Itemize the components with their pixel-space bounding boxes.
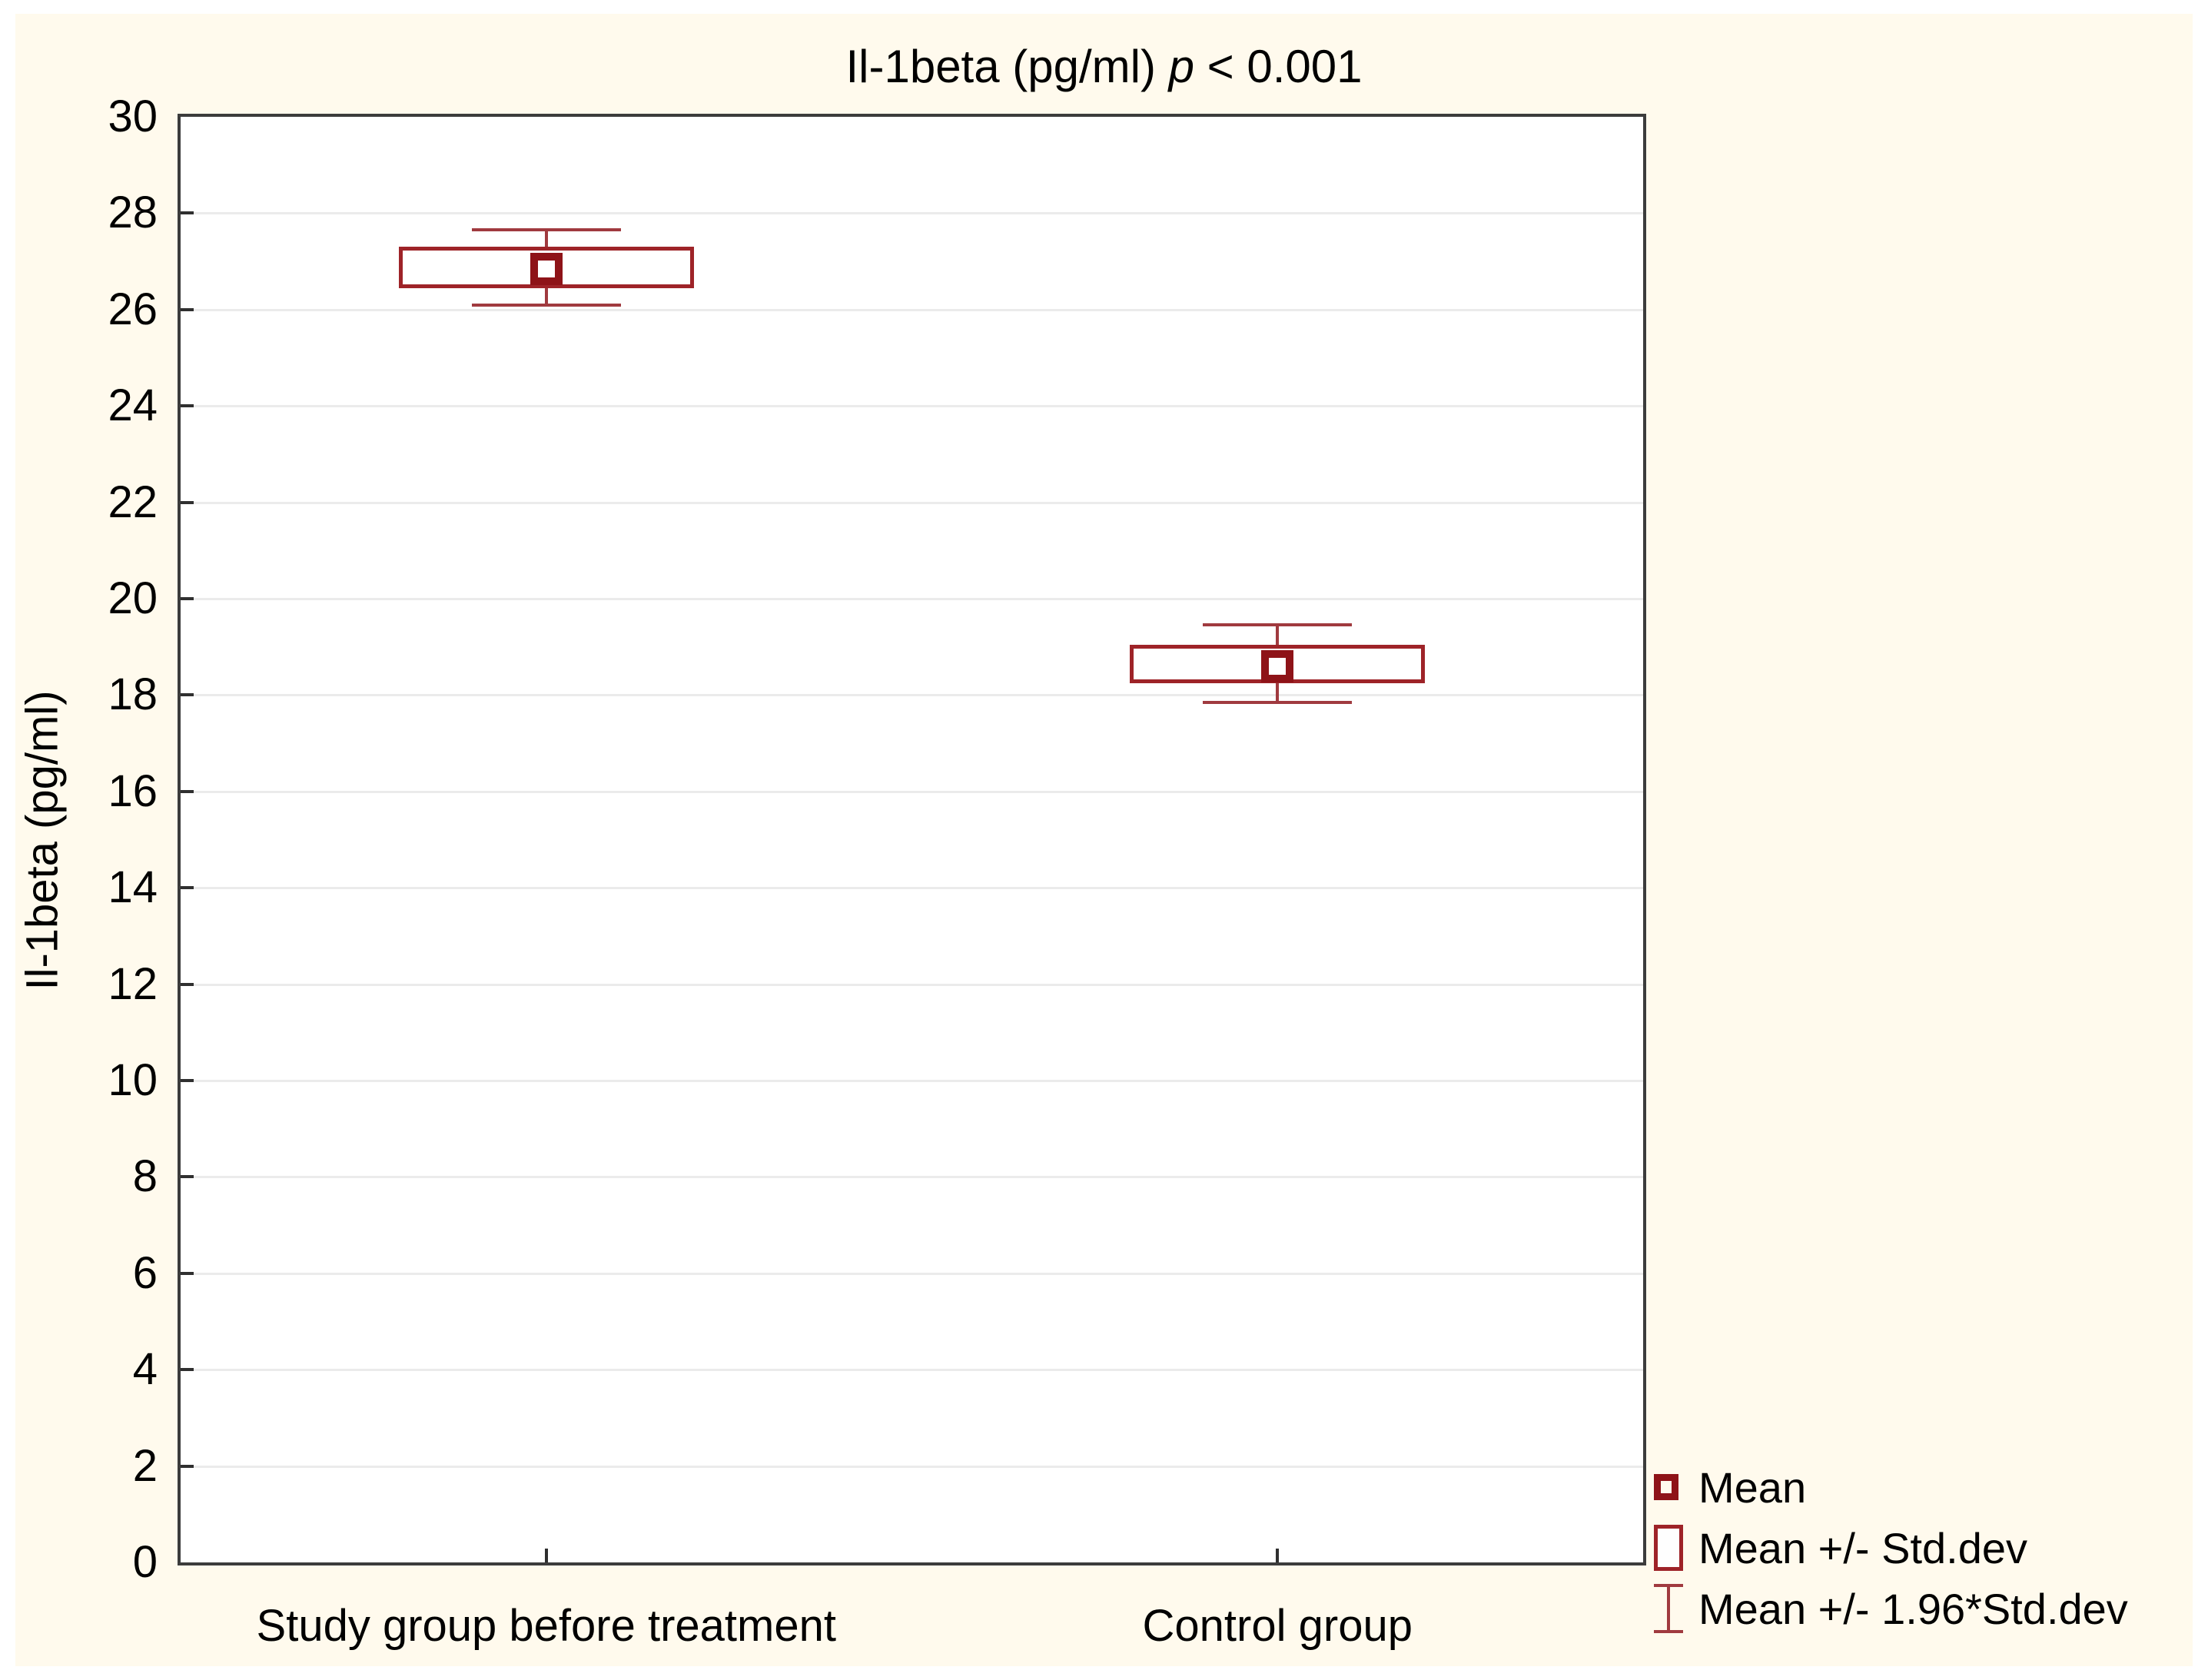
whisker-cap-lower: [471, 303, 621, 307]
y-tick: [181, 404, 194, 408]
y-tick: [181, 1175, 194, 1179]
whisker-line-upper: [544, 230, 548, 247]
chart-title: Il-1beta (pg/ml) p < 0.001: [15, 40, 2193, 93]
y-tick-label: 14: [108, 862, 158, 913]
gridline: [181, 1369, 1643, 1372]
x-category-label: Control group: [1142, 1601, 1413, 1651]
mean-marker: [530, 252, 563, 285]
gridline: [181, 790, 1643, 793]
y-tick-label: 2: [132, 1440, 158, 1491]
mean-marker: [1261, 649, 1294, 682]
std-dev-box-icon: [1654, 1525, 1683, 1571]
y-tick-label: 26: [108, 284, 158, 334]
y-tick-label: 24: [108, 380, 158, 431]
legend: Mean Mean +/- Std.dev Mean +/- 1.96*Std.…: [1654, 1462, 2128, 1634]
gridline: [181, 308, 1643, 311]
gridline: [181, 212, 1643, 215]
y-tick: [181, 307, 194, 311]
y-tick-label: 30: [108, 91, 158, 141]
y-tick: [181, 1464, 194, 1468]
gridline: [181, 1176, 1643, 1179]
y-tick: [181, 1079, 194, 1082]
whisker-cap-upper: [471, 228, 621, 232]
whisker-icon: [1654, 1584, 1683, 1633]
y-tick: [181, 500, 194, 504]
whisker-line-lower: [1276, 682, 1280, 702]
y-tick: [181, 211, 194, 215]
y-tick-label: 18: [108, 669, 158, 720]
y-tick: [181, 886, 194, 890]
chart-title-suffix: < 0.001: [1194, 41, 1363, 92]
whisker-cap-lower: [1203, 700, 1353, 704]
y-tick: [181, 597, 194, 600]
x-tick: [1276, 1549, 1280, 1562]
y-tick-label: 8: [132, 1151, 158, 1202]
y-tick-label: 22: [108, 476, 158, 527]
gridline: [181, 1080, 1643, 1082]
y-tick: [181, 1271, 194, 1275]
x-category-label: Study group before treatment: [256, 1601, 836, 1651]
y-tick-label: 12: [108, 958, 158, 1009]
whisker-line-lower: [544, 287, 548, 305]
legend-row-stddev: Mean +/- Std.dev: [1654, 1522, 2128, 1573]
std-dev-box: [398, 247, 694, 288]
legend-label-stddev: Mean +/- Std.dev: [1698, 1523, 2028, 1572]
y-tick-label: 20: [108, 573, 158, 623]
plot-area: [178, 114, 1646, 1565]
y-tick-label: 28: [108, 188, 158, 238]
y-tick-label: 4: [132, 1344, 158, 1395]
mean-square-icon: [1654, 1474, 1678, 1500]
y-tick: [181, 1368, 194, 1372]
y-tick: [181, 789, 194, 793]
legend-label-mean: Mean: [1698, 1463, 1807, 1512]
y-tick: [181, 982, 194, 986]
whisker-cap-upper: [1203, 623, 1353, 627]
gridline: [181, 887, 1643, 890]
y-tick-label: 6: [132, 1247, 158, 1298]
gridline: [181, 1272, 1643, 1275]
legend-row-196stddev: Mean +/- 1.96*Std.dev: [1654, 1583, 2128, 1634]
gridline: [181, 983, 1643, 986]
legend-row-mean: Mean: [1654, 1462, 2128, 1512]
y-axis-title: Il-1beta (pg/ml): [17, 690, 68, 991]
chart-title-prefix: Il-1beta (pg/ml): [845, 41, 1169, 92]
gridline: [181, 501, 1643, 504]
y-tick: [181, 693, 194, 697]
gridline: [181, 405, 1643, 408]
gridline: [181, 694, 1643, 697]
y-tick-label: 10: [108, 1055, 158, 1105]
whisker-line-upper: [1276, 625, 1280, 645]
gridline: [181, 598, 1643, 600]
y-tick-label: 16: [108, 765, 158, 816]
gridline: [181, 1465, 1643, 1468]
chart-title-pvalue-symbol: p: [1168, 41, 1194, 92]
y-tick-label: 0: [132, 1537, 158, 1587]
x-tick: [544, 1549, 548, 1562]
legend-label-196stddev: Mean +/- 1.96*Std.dev: [1698, 1584, 2128, 1633]
